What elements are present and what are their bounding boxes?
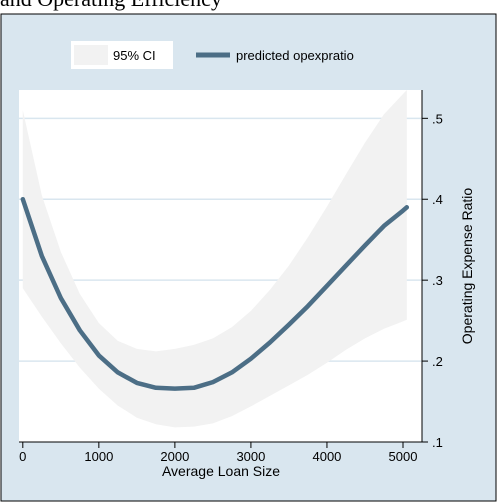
y-tick-label: .2 (432, 354, 443, 369)
x-tick-label: 2000 (160, 449, 189, 464)
x-tick-label: 1000 (84, 449, 113, 464)
x-axis-title: Average Loan Size (162, 463, 280, 479)
x-tick-label: 3000 (236, 449, 265, 464)
y-tick-label: .4 (432, 192, 443, 207)
y-axis-title: Operating Expense Ratio (459, 188, 475, 345)
y-tick-label: .5 (432, 111, 443, 126)
legend-label-line: predicted opexpratio (236, 48, 354, 63)
x-tick-label: 4000 (312, 449, 341, 464)
legend-swatch-ci (74, 45, 108, 65)
predicted-line (20, 196, 410, 391)
legend-label-ci: 95% CI (113, 48, 156, 63)
y-tick-label: .1 (432, 435, 443, 450)
x-tick-label: 5000 (389, 449, 418, 464)
ci-band (22, 90, 407, 428)
y-tick-label: .3 (432, 273, 443, 288)
x-tick-label: 0 (19, 449, 26, 464)
caption-fragment: and Operating Efficiency (0, 0, 222, 12)
